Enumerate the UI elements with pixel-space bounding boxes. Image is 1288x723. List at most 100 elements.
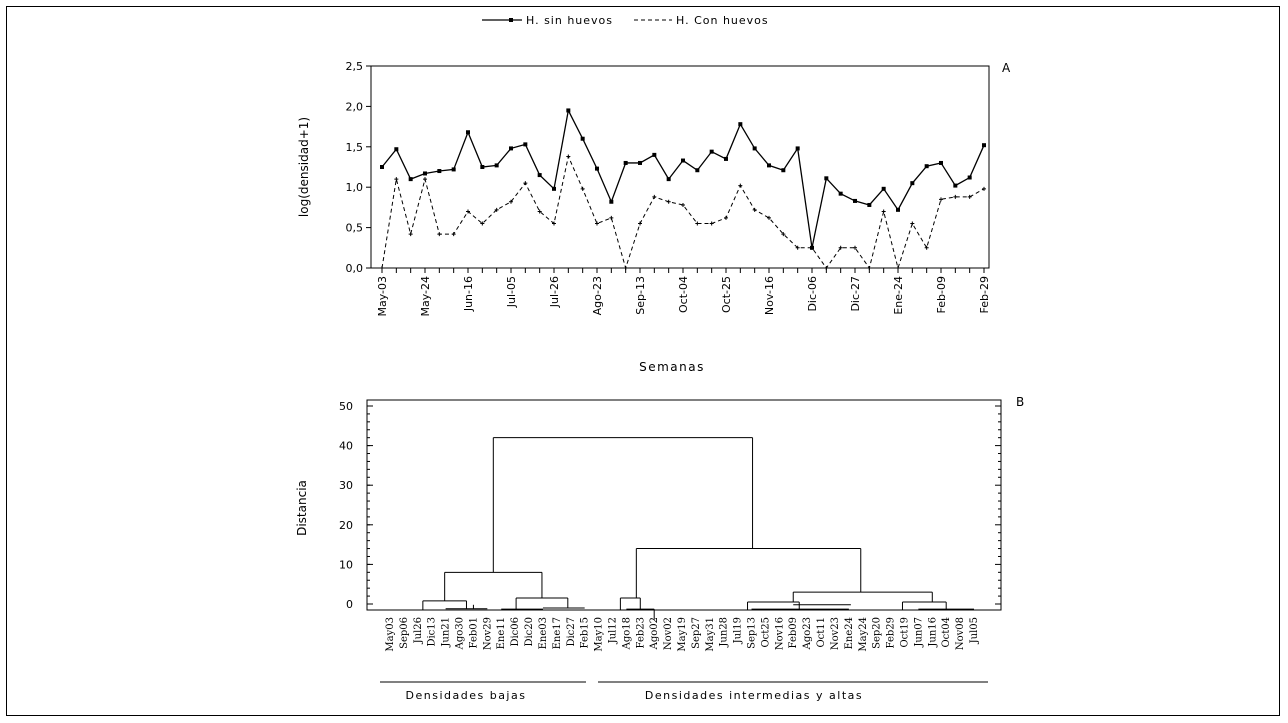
legend: H. sin huevos H. Con huevos bbox=[482, 14, 769, 27]
x-tick-label-a: Ago-23 bbox=[591, 276, 604, 315]
leaf-label: Oct11 bbox=[816, 617, 827, 648]
leaf-label: Nov16 bbox=[774, 617, 785, 650]
point-con-huevos bbox=[380, 266, 384, 270]
leaf-label: Jul12 bbox=[607, 617, 618, 644]
point-con-huevos bbox=[939, 197, 943, 202]
leaf-label: Nov08 bbox=[955, 617, 966, 650]
point-con-huevos bbox=[537, 209, 542, 214]
point-sin-huevos bbox=[881, 186, 886, 191]
x-tick-label-a: Jul-05 bbox=[505, 276, 518, 308]
leaf-label: Oct25 bbox=[760, 617, 771, 648]
leaf-label: Ago18 bbox=[621, 617, 632, 650]
x-tick-label-a: Sep-13 bbox=[634, 276, 647, 315]
point-con-huevos bbox=[451, 232, 456, 237]
point-sin-huevos bbox=[853, 198, 857, 203]
point-sin-huevos bbox=[580, 136, 585, 141]
x-axis-label-a: Semanas bbox=[639, 360, 705, 374]
y-tick-label-a: 2,5 bbox=[346, 60, 364, 73]
y-tick-label-a: 0,5 bbox=[346, 222, 364, 235]
point-sin-huevos bbox=[709, 149, 714, 154]
point-con-huevos bbox=[795, 245, 800, 250]
point-sin-huevos bbox=[982, 143, 986, 148]
x-tick-label-a: Jul-26 bbox=[548, 276, 561, 308]
x-tick-label-a: Feb-29 bbox=[978, 276, 991, 313]
point-sin-huevos bbox=[666, 177, 671, 182]
point-con-huevos bbox=[394, 177, 399, 182]
leaf-label: May10 bbox=[594, 617, 605, 652]
leaf-label: Sep06 bbox=[399, 617, 410, 649]
y-tick-label-b: 40 bbox=[339, 440, 353, 453]
point-sin-huevos bbox=[824, 176, 829, 181]
leaf-label: Dic13 bbox=[427, 617, 438, 647]
point-sin-huevos bbox=[638, 160, 642, 165]
point-sin-huevos bbox=[953, 183, 958, 188]
plot-area-a bbox=[370, 65, 990, 269]
leaf-label: May03 bbox=[385, 617, 396, 652]
series-line-sin-huevos bbox=[381, 108, 985, 248]
x-tick-label-a: Oct-04 bbox=[677, 276, 690, 313]
leaf-label: Feb15 bbox=[580, 617, 591, 648]
point-con-huevos bbox=[896, 266, 900, 270]
point-con-huevos bbox=[695, 221, 700, 226]
point-con-huevos bbox=[466, 209, 470, 214]
point-con-huevos bbox=[982, 186, 986, 191]
leaf-label: Nov02 bbox=[663, 617, 674, 650]
dendrogram-tree bbox=[390, 437, 974, 620]
point-sin-huevos bbox=[738, 122, 743, 127]
plot-area-b bbox=[366, 399, 1002, 611]
point-sin-huevos bbox=[609, 199, 614, 204]
y-tick-label-a: 1,0 bbox=[346, 181, 364, 194]
leaf-label: Jul05 bbox=[969, 617, 980, 644]
point-sin-huevos bbox=[394, 147, 399, 152]
point-sin-huevos bbox=[867, 202, 872, 207]
point-con-huevos bbox=[523, 181, 528, 186]
leaf-label: Nov29 bbox=[482, 617, 493, 650]
leaf-label: Jun07 bbox=[913, 617, 924, 648]
point-sin-huevos bbox=[623, 160, 628, 165]
point-con-huevos bbox=[666, 199, 671, 204]
point-con-huevos bbox=[494, 207, 499, 212]
y-axis-b: 0 10 20 30 40 50 bbox=[339, 400, 373, 611]
point-con-huevos bbox=[824, 266, 829, 270]
legend-marker-sin-huevos bbox=[509, 18, 513, 22]
leaf-label: Feb09 bbox=[788, 617, 799, 648]
series-line-con-huevos bbox=[381, 154, 985, 270]
line-chart-panel-a: H. sin huevos H. Con huevos 0,0 0,5 1,0 1,5… bbox=[297, 14, 1011, 374]
point-con-huevos bbox=[724, 215, 728, 220]
point-con-huevos bbox=[924, 245, 929, 250]
point-con-huevos bbox=[810, 245, 814, 250]
leaf-label: Feb29 bbox=[886, 617, 897, 648]
x-tick-label-a: May-03 bbox=[376, 276, 389, 317]
point-sin-huevos bbox=[939, 160, 943, 165]
leaf-label: Ene03 bbox=[538, 617, 549, 649]
y-tick-label-b: 20 bbox=[339, 519, 353, 532]
point-con-huevos bbox=[609, 215, 614, 220]
point-sin-huevos bbox=[480, 165, 485, 169]
x-axis-a: May-03 May-24 Jun-16 Jul-05 Jul-26 Ago-23 Sep-… bbox=[376, 268, 991, 317]
y-tick-label-a: 0,0 bbox=[346, 262, 364, 275]
point-con-huevos bbox=[967, 194, 972, 199]
point-con-huevos bbox=[580, 186, 585, 191]
leaf-label: May19 bbox=[677, 617, 688, 652]
point-con-huevos bbox=[752, 207, 757, 212]
point-sin-huevos bbox=[566, 108, 571, 113]
figure-frame bbox=[6, 6, 1280, 716]
y-axis-label-b: Distancia bbox=[295, 480, 309, 536]
x-tick-label-a: Nov-16 bbox=[763, 276, 776, 315]
y-tick-label-b: 50 bbox=[339, 400, 353, 413]
leaf-label: Jun16 bbox=[927, 617, 938, 648]
leaf-label: Ene17 bbox=[552, 617, 563, 649]
point-con-huevos bbox=[881, 209, 886, 214]
legend-label-con-huevos: H. Con huevos bbox=[676, 14, 769, 27]
x-tick-label-a: Ene-24 bbox=[892, 276, 905, 315]
point-con-huevos bbox=[709, 221, 714, 226]
point-con-huevos bbox=[408, 232, 413, 237]
point-con-huevos bbox=[838, 245, 843, 250]
point-sin-huevos bbox=[408, 177, 413, 182]
point-sin-huevos bbox=[795, 146, 800, 151]
group-label-intermedias: Densidades intermedias y altas bbox=[645, 689, 863, 702]
x-tick-label-a: Dic-06 bbox=[806, 276, 819, 312]
x-tick-label-a: Jun-16 bbox=[462, 276, 475, 312]
point-con-huevos bbox=[953, 194, 958, 199]
